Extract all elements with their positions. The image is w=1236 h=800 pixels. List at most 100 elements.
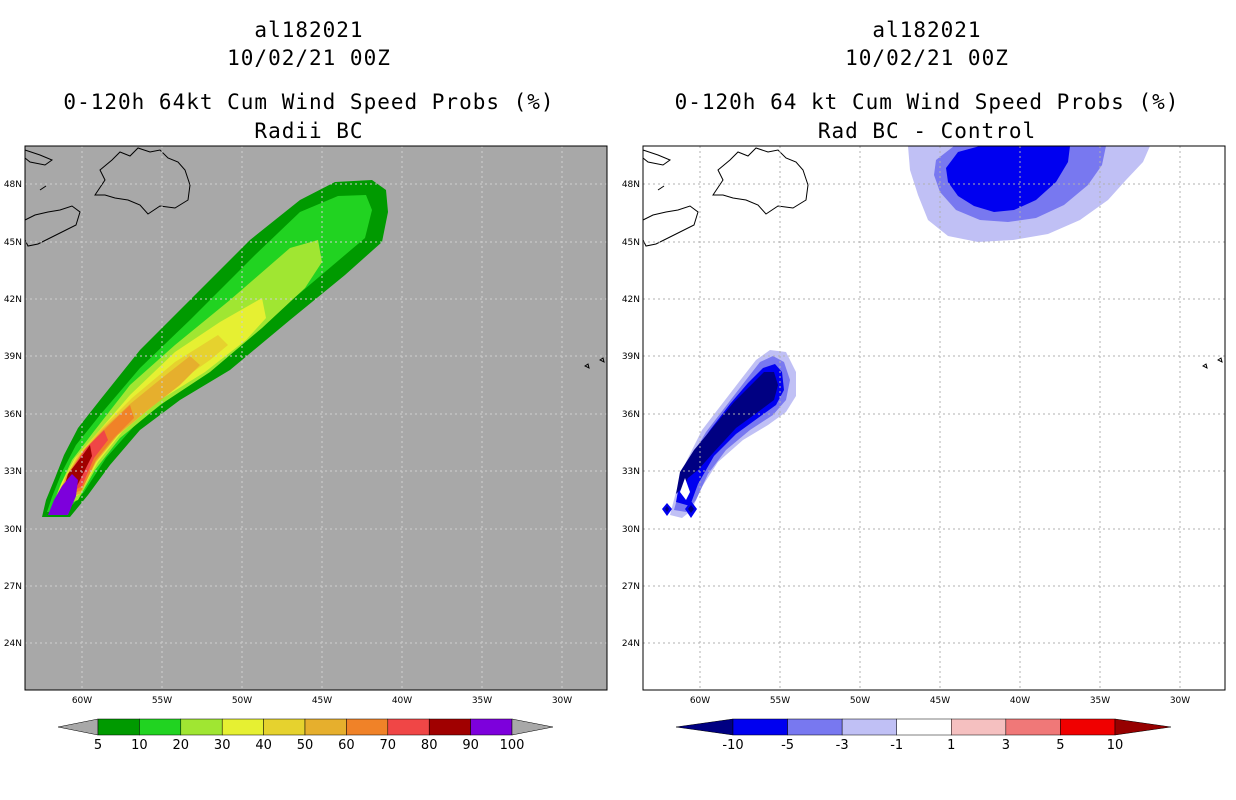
right-grid [643,146,1225,690]
lon-label: 40W [1010,696,1030,706]
lat-label: 30N [622,525,640,535]
left-map-panel: al182021 10/02/21 00Z 0-120h 64kt Cum Wi… [4,18,608,753]
colorbar-label: 3 [1002,738,1010,753]
lat-label: 36N [622,410,640,420]
lat-label: 30N [4,525,22,535]
lat-label: 24N [4,639,22,649]
colorbar-box [787,718,843,736]
colorbar-box [221,718,264,736]
colorbar-label: -1 [890,738,903,753]
colorbar-box [97,718,140,736]
colorbar-label: 20 [173,738,190,753]
colorbar-label: 10 [1107,738,1124,753]
colorbar-under-arrow [57,718,99,736]
lon-label: 35W [472,696,492,706]
left-colorbar-boxes [97,718,513,736]
colorbar-label: 90 [462,738,479,753]
colorbar-label: -10 [722,738,743,753]
colorbar-label: 10 [131,738,148,753]
lat-label: 42N [4,295,22,305]
left-colorbar-labels: 5 10 20 30 40 50 60 70 80 90 100 [94,738,525,753]
colorbar-over-arrow [1114,718,1172,736]
lon-label: 50W [232,696,252,706]
colorbar-box [263,718,306,736]
lat-label: 33N [622,467,640,477]
lat-label: 48N [4,180,22,190]
right-date: 10/02/21 00Z [845,46,1009,70]
left-probability-swath [42,180,388,517]
lat-label: 27N [4,582,22,592]
colorbar-box [180,718,223,736]
colorbar-label: 1 [947,738,955,753]
lat-label: 39N [4,352,22,362]
colorbar-label: 100 [500,738,525,753]
lat-label: 45N [4,238,22,248]
colorbar-box [841,718,897,736]
left-grid [25,146,607,690]
right-map-frame [642,145,1226,691]
right-product-title: 0-120h 64 kt Cum Wind Speed Probs (%) [674,90,1180,114]
colorbar-box [470,718,513,736]
right-map: 48N 45N 42N 39N 36N 33N 30N 27N 24N 60W … [622,145,1226,753]
lat-label: 27N [622,582,640,592]
left-subtitle: Radii BC [254,119,364,143]
colorbar-under-arrow [675,718,734,736]
colorbar-box [387,718,430,736]
right-colorbar-boxes [732,718,1116,736]
lon-label: 40W [392,696,412,706]
right-lon-labels: 60W 55W 50W 45W 40W 35W 30W [690,696,1190,706]
colorbar-box [896,718,952,736]
colorbar-box [1005,718,1061,736]
lon-label: 30W [1170,696,1190,706]
lon-label: 55W [152,696,172,706]
lon-label: 55W [770,696,790,706]
right-subtitle: Rad BC - Control [817,119,1037,143]
lon-label: 60W [72,696,92,706]
right-storm-id: al182021 [872,18,982,42]
lon-label: 60W [690,696,710,706]
right-map-panel: al182021 10/02/21 00Z 0-120h 64 kt Cum W… [618,0,1236,800]
left-map: 48N 45N 42N 39N 36N 33N 30N 27N 24N 60W … [4,145,608,753]
lat-label: 33N [4,467,22,477]
colorbar-over-arrow [511,718,554,736]
right-coastlines [642,147,1223,369]
left-storm-id: al182021 [254,18,364,42]
left-colorbar: 5 10 20 30 40 50 60 70 80 90 100 [57,718,554,753]
left-map-frame [24,145,608,691]
lon-label: 45W [930,696,950,706]
right-colorbar-labels: -10 -5 -3 -1 1 3 5 10 [722,738,1123,753]
left-date: 10/02/21 00Z [227,46,391,70]
left-product-title: 0-120h 64kt Cum Wind Speed Probs (%) [63,90,555,114]
right-difference-contours [662,146,1150,518]
lon-label: 45W [312,696,332,706]
colorbar-label: 30 [214,738,231,753]
lon-label: 50W [850,696,870,706]
left-lon-labels: 60W 55W 50W 45W 40W 35W 30W [72,696,572,706]
colorbar-label: -5 [781,738,794,753]
colorbar-box [304,718,347,736]
colorbar-label: 70 [380,738,397,753]
lat-label: 39N [622,352,640,362]
colorbar-label: 5 [1056,738,1064,753]
colorbar-box [1060,718,1116,736]
colorbar-label: 5 [94,738,102,753]
right-colorbar: -10 -5 -3 -1 1 3 5 10 [675,718,1172,753]
left-lat-labels: 48N 45N 42N 39N 36N 33N 30N 27N 24N [4,180,22,649]
left-coastlines [24,147,605,369]
colorbar-label: 80 [421,738,438,753]
lat-label: 36N [4,410,22,420]
lat-label: 45N [622,238,640,248]
lon-label: 35W [1090,696,1110,706]
colorbar-box [428,718,471,736]
colorbar-label: -3 [836,738,849,753]
colorbar-box [346,718,389,736]
colorbar-box [139,718,182,736]
lon-label: 30W [552,696,572,706]
lat-label: 24N [622,639,640,649]
colorbar-label: 40 [255,738,272,753]
colorbar-label: 60 [338,738,355,753]
colorbar-box [951,718,1007,736]
lat-label: 48N [622,180,640,190]
right-lat-labels: 48N 45N 42N 39N 36N 33N 30N 27N 24N [622,180,640,649]
colorbar-label: 50 [297,738,314,753]
